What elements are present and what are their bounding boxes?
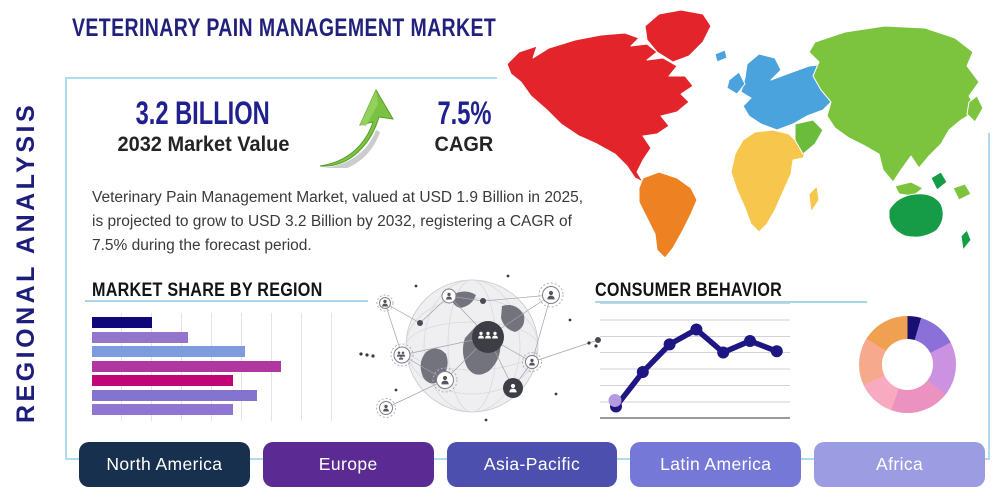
map-australia <box>888 193 944 238</box>
map-north-america <box>506 32 694 183</box>
line-chart-title: CONSUMER BEHAVIOR <box>595 280 783 301</box>
map-greenland <box>644 9 712 63</box>
network-person-nodes <box>376 282 564 418</box>
map-middle-east <box>794 119 824 155</box>
market-value-number: 3.2 BILLION <box>135 95 271 131</box>
page-title: VETERINARY PAIN MANAGEMENT MARKET <box>72 14 497 42</box>
line-point-7 <box>770 345 783 358</box>
region-button-latin-america[interactable]: Latin America <box>630 442 802 487</box>
market-value-stat: 3.2 BILLION 2032 Market Value <box>95 95 311 157</box>
network-dots <box>359 274 601 422</box>
globe-network-graphic <box>359 274 601 422</box>
line-point-5 <box>717 346 730 359</box>
bar-7 <box>92 404 233 415</box>
region-button-asia-pacific[interactable]: Asia-Pacific <box>446 442 618 487</box>
bar-3 <box>92 346 245 357</box>
line-chart-baseline <box>600 417 790 419</box>
world-map <box>506 9 984 259</box>
bar-6 <box>92 389 257 401</box>
market-value-label: 2032 Market Value <box>117 133 289 157</box>
bar-4 <box>92 360 281 372</box>
donut-chart <box>859 316 956 413</box>
region-button-europe[interactable]: Europe <box>262 442 434 487</box>
market-description: Veterinary Pain Management Market, value… <box>92 189 584 255</box>
map-south-america <box>638 171 698 259</box>
content-box-border-left <box>65 77 67 460</box>
line-chart <box>608 323 783 413</box>
map-new-guinea <box>952 183 972 201</box>
line-chart-title-underline <box>595 301 867 303</box>
line-point-2 <box>636 366 649 378</box>
map-new-zealand <box>960 229 972 251</box>
line-point-6 <box>744 334 756 347</box>
bar-chart <box>92 317 342 419</box>
bar-chart-title: MARKET SHARE BY REGION <box>92 280 323 301</box>
line-point-4 <box>690 323 703 336</box>
bar-1 <box>92 317 152 328</box>
map-madagascar <box>808 185 820 213</box>
map-borneo <box>930 171 948 191</box>
bar-chart-title-underline <box>85 300 368 302</box>
region-buttons-row: North America Europe Asia-Pacific Latin Ame… <box>79 442 985 487</box>
map-africa <box>730 129 808 233</box>
cagr-stat: 7.5% CAGR <box>408 95 520 157</box>
line-point-3 <box>663 338 676 351</box>
map-europe <box>740 53 838 131</box>
cagr-label: CAGR <box>434 133 494 157</box>
map-united-kingdom <box>726 71 746 95</box>
vertical-label: REGIONAL ANALYSIS <box>12 101 40 423</box>
map-asia <box>808 25 980 183</box>
bar-5 <box>92 375 233 386</box>
map-indonesia <box>894 181 924 197</box>
line-chart-gridlines <box>600 303 790 419</box>
map-japan <box>966 95 984 123</box>
content-box-border-right <box>988 133 990 460</box>
cagr-number: 7.5% <box>437 95 491 131</box>
bar-2 <box>92 331 188 343</box>
region-button-north-america[interactable]: North America <box>79 442 250 487</box>
content-box-border-top <box>65 77 497 79</box>
map-iceland <box>714 49 728 63</box>
line-first-point-highlight <box>608 394 622 407</box>
growth-arrow-icon <box>319 88 394 168</box>
region-button-africa[interactable]: Africa <box>814 442 985 487</box>
